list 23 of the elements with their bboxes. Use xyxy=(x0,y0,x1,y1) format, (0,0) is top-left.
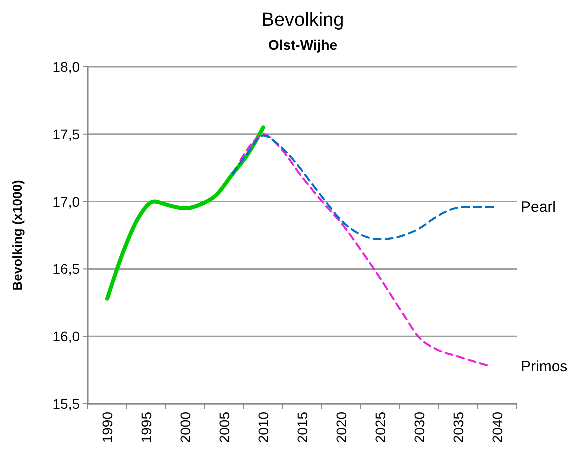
y-tick-label: 17,5 xyxy=(52,126,80,142)
x-tick-label: 2015 xyxy=(294,412,310,444)
x-tick-label: 2025 xyxy=(372,412,388,444)
y-tick-label: 17,0 xyxy=(52,194,80,210)
series-label: Pearl xyxy=(521,199,556,216)
y-tick-label: 18,0 xyxy=(52,59,80,75)
y-tick-label: 16,0 xyxy=(52,328,80,345)
x-tick-label: 2030 xyxy=(412,412,428,444)
x-tick-label: 2020 xyxy=(334,412,350,444)
x-tick-label: 2000 xyxy=(178,412,194,444)
chart-subtitle: Olst-Wijhe xyxy=(268,37,338,53)
chart-title: Bevolking xyxy=(262,10,344,31)
x-tick-label: 2035 xyxy=(450,412,466,444)
x-tick-label: 2010 xyxy=(256,412,272,444)
x-tick-label: 2040 xyxy=(490,412,506,444)
x-tick-label: 1990 xyxy=(100,412,116,444)
y-tick-label: 16,5 xyxy=(52,261,80,278)
x-tick-label: 1995 xyxy=(138,412,154,444)
y-tick-label: 15,5 xyxy=(52,396,80,412)
text: Primos xyxy=(521,358,568,376)
x-tick-label: 2005 xyxy=(216,412,232,444)
line-series xyxy=(239,133,491,368)
y-axis-title: Bevolking (x1000) xyxy=(10,180,25,291)
